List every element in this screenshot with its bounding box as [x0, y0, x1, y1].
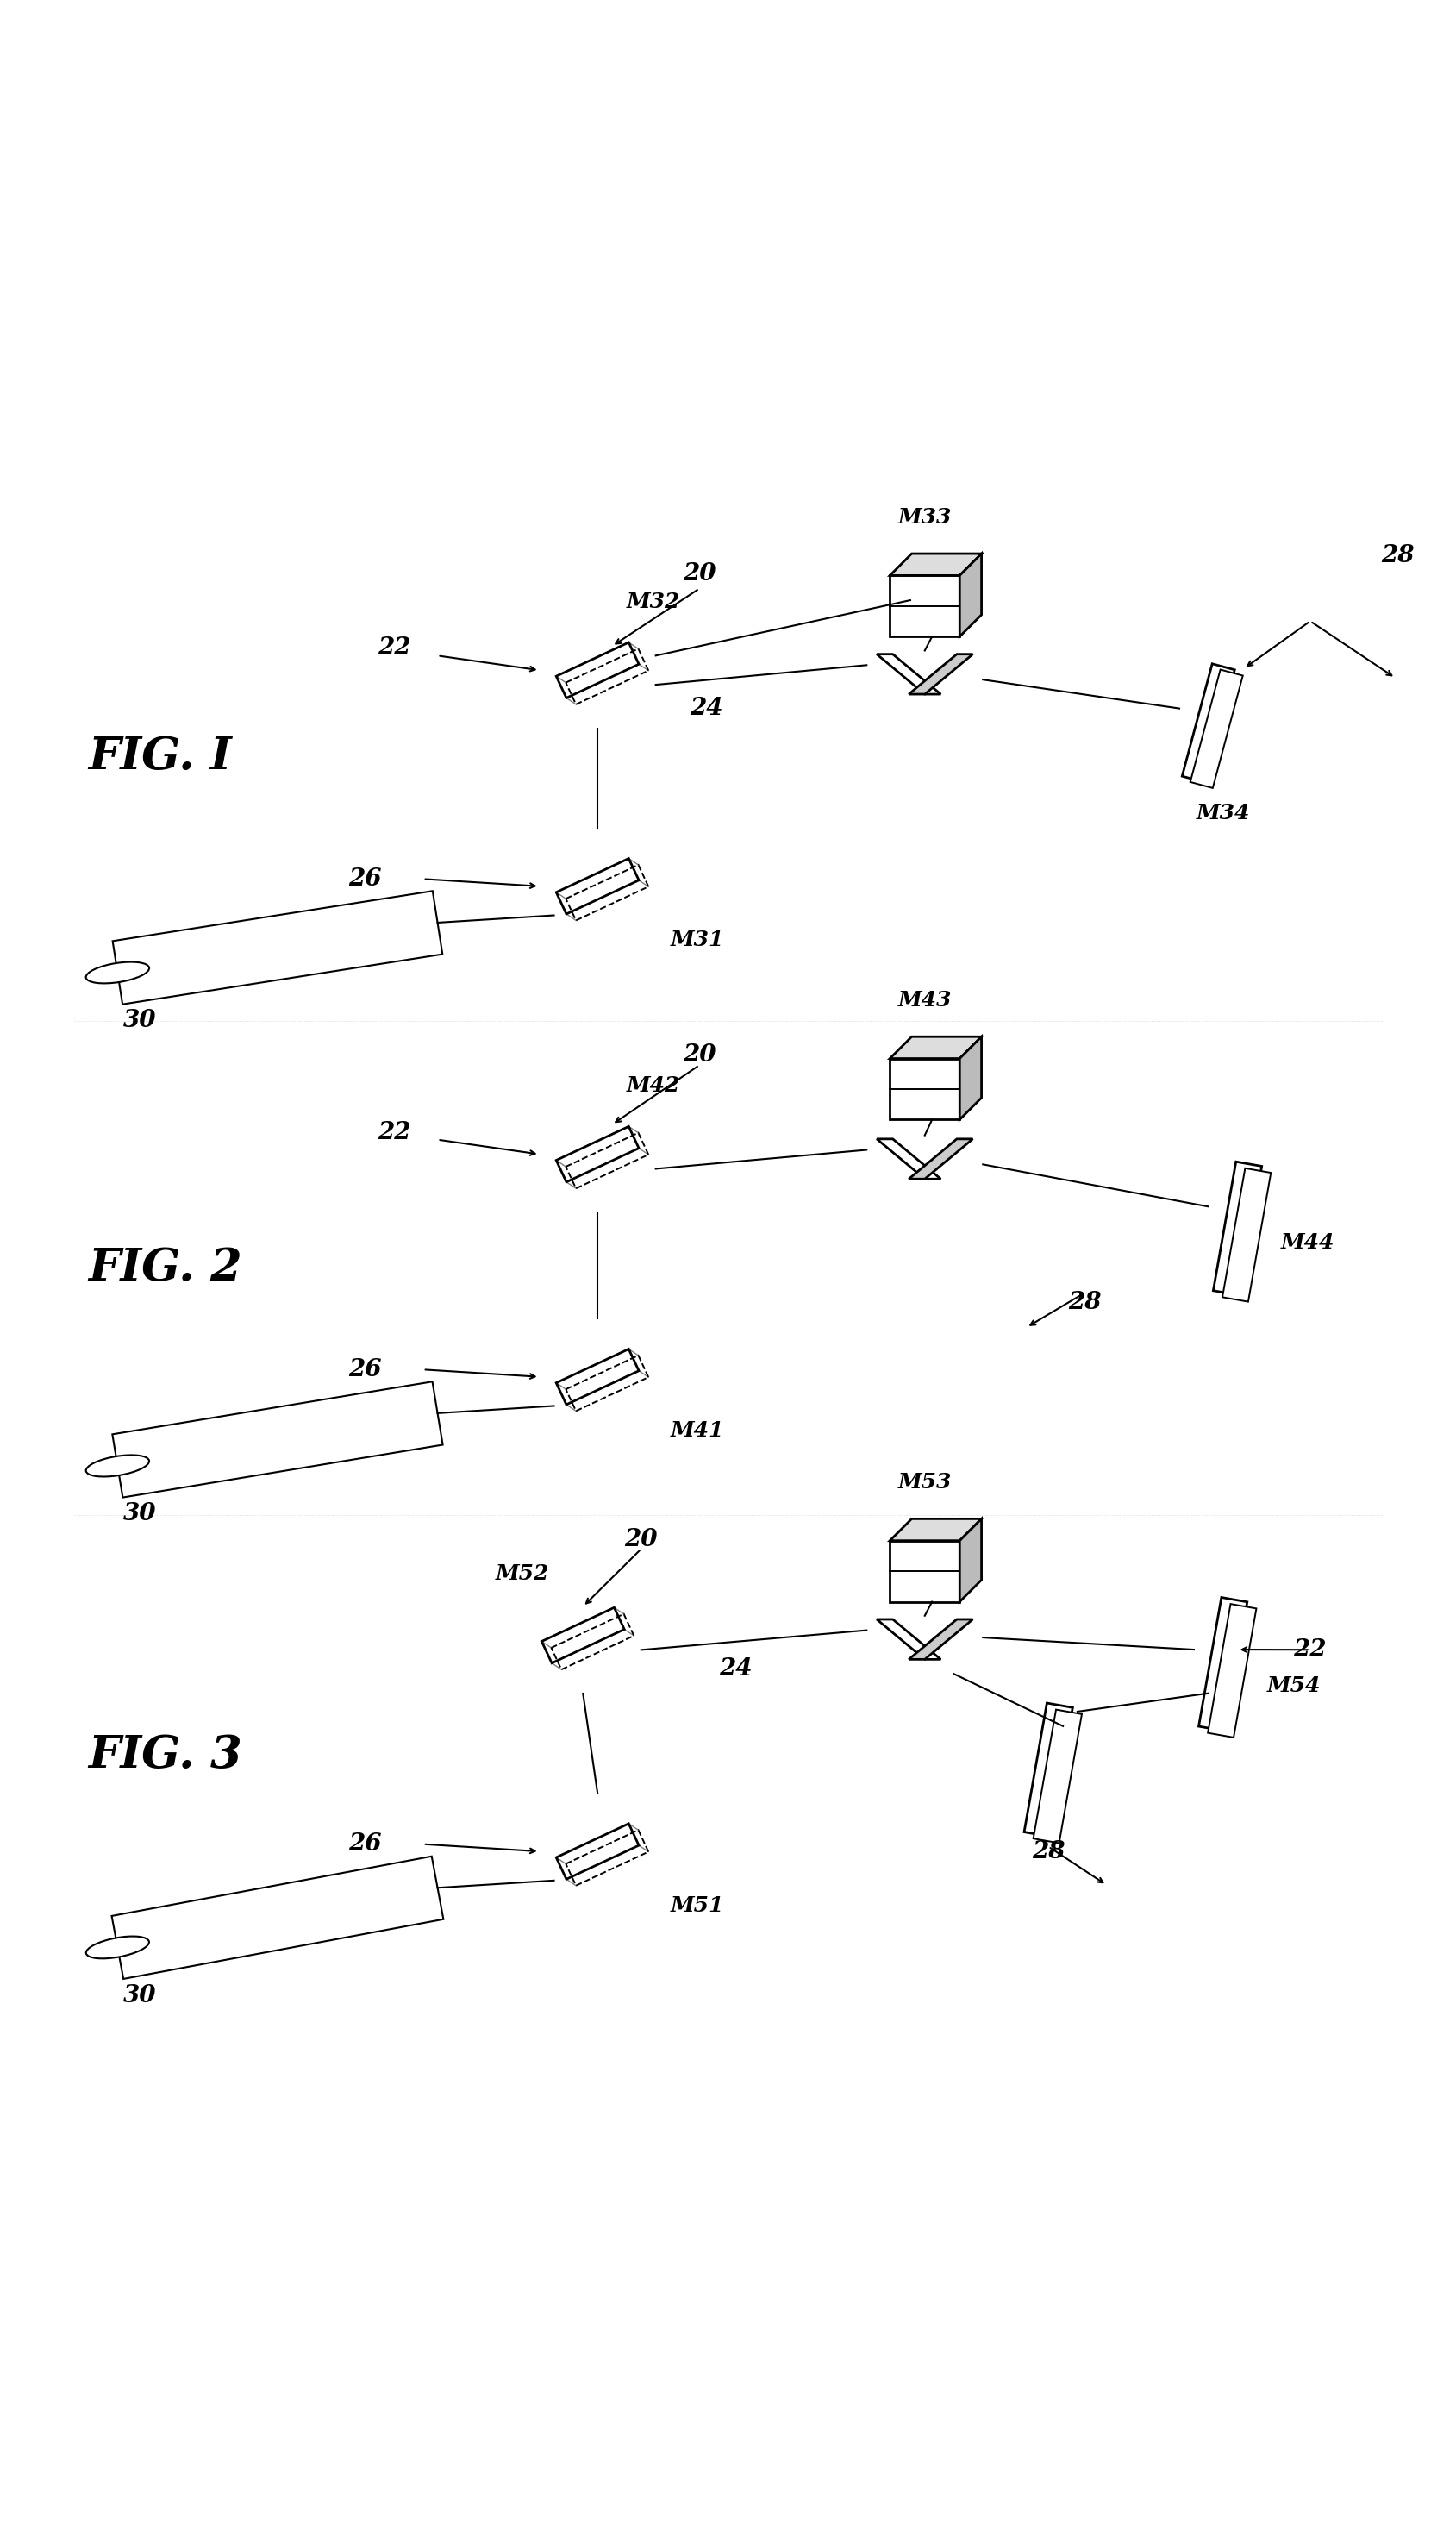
Polygon shape [1024, 1704, 1072, 1836]
Polygon shape [890, 576, 960, 637]
Polygon shape [112, 1382, 443, 1496]
Text: 26: 26 [348, 867, 381, 890]
Text: 30: 30 [122, 1983, 156, 2006]
Polygon shape [909, 1621, 973, 1659]
Text: 30: 30 [122, 1009, 156, 1032]
Polygon shape [112, 890, 443, 1004]
Polygon shape [890, 553, 981, 576]
Text: M42: M42 [626, 1075, 680, 1096]
Text: M43: M43 [897, 989, 951, 1009]
Text: 26: 26 [348, 1834, 381, 1856]
Text: M44: M44 [1280, 1232, 1334, 1253]
Polygon shape [1032, 1709, 1082, 1844]
Polygon shape [909, 1139, 973, 1179]
Text: FIG. I: FIG. I [89, 735, 232, 779]
Polygon shape [1213, 1161, 1261, 1296]
Text: 22: 22 [1293, 1638, 1326, 1661]
Text: 28: 28 [1031, 1839, 1064, 1864]
Text: M34: M34 [1195, 804, 1249, 824]
Text: 26: 26 [348, 1357, 381, 1382]
Ellipse shape [86, 961, 149, 984]
Text: 24: 24 [719, 1659, 751, 1681]
Text: M51: M51 [670, 1894, 724, 1915]
Text: M41: M41 [670, 1420, 724, 1440]
Text: M54: M54 [1265, 1676, 1319, 1697]
Ellipse shape [86, 1456, 149, 1476]
Polygon shape [1222, 1169, 1270, 1301]
Polygon shape [1198, 1598, 1246, 1732]
Text: 28: 28 [1067, 1291, 1101, 1314]
Polygon shape [890, 1037, 981, 1058]
Polygon shape [890, 1058, 960, 1118]
Polygon shape [1190, 670, 1242, 789]
Polygon shape [1181, 664, 1235, 781]
Text: 20: 20 [683, 1045, 715, 1068]
Ellipse shape [86, 1938, 149, 1958]
Polygon shape [1207, 1603, 1255, 1737]
Text: 30: 30 [122, 1501, 156, 1527]
Polygon shape [877, 1139, 941, 1179]
Polygon shape [960, 1519, 981, 1603]
Polygon shape [890, 1519, 981, 1542]
Text: 20: 20 [625, 1527, 657, 1552]
Text: M52: M52 [495, 1565, 549, 1585]
Polygon shape [112, 1856, 443, 1978]
Text: FIG. 2: FIG. 2 [89, 1245, 242, 1291]
Text: M53: M53 [897, 1471, 951, 1494]
Polygon shape [877, 654, 941, 695]
Polygon shape [890, 1542, 960, 1603]
Text: M33: M33 [897, 507, 951, 527]
Polygon shape [960, 1037, 981, 1118]
Polygon shape [960, 553, 981, 637]
Text: 20: 20 [683, 563, 715, 586]
Text: M32: M32 [626, 591, 680, 611]
Text: M31: M31 [670, 931, 724, 951]
Text: 24: 24 [690, 697, 722, 720]
Text: FIG. 3: FIG. 3 [89, 1735, 242, 1778]
Polygon shape [877, 1621, 941, 1659]
Text: 22: 22 [377, 1121, 411, 1144]
Polygon shape [909, 654, 973, 695]
Text: 28: 28 [1380, 545, 1414, 568]
Text: 22: 22 [377, 637, 411, 659]
